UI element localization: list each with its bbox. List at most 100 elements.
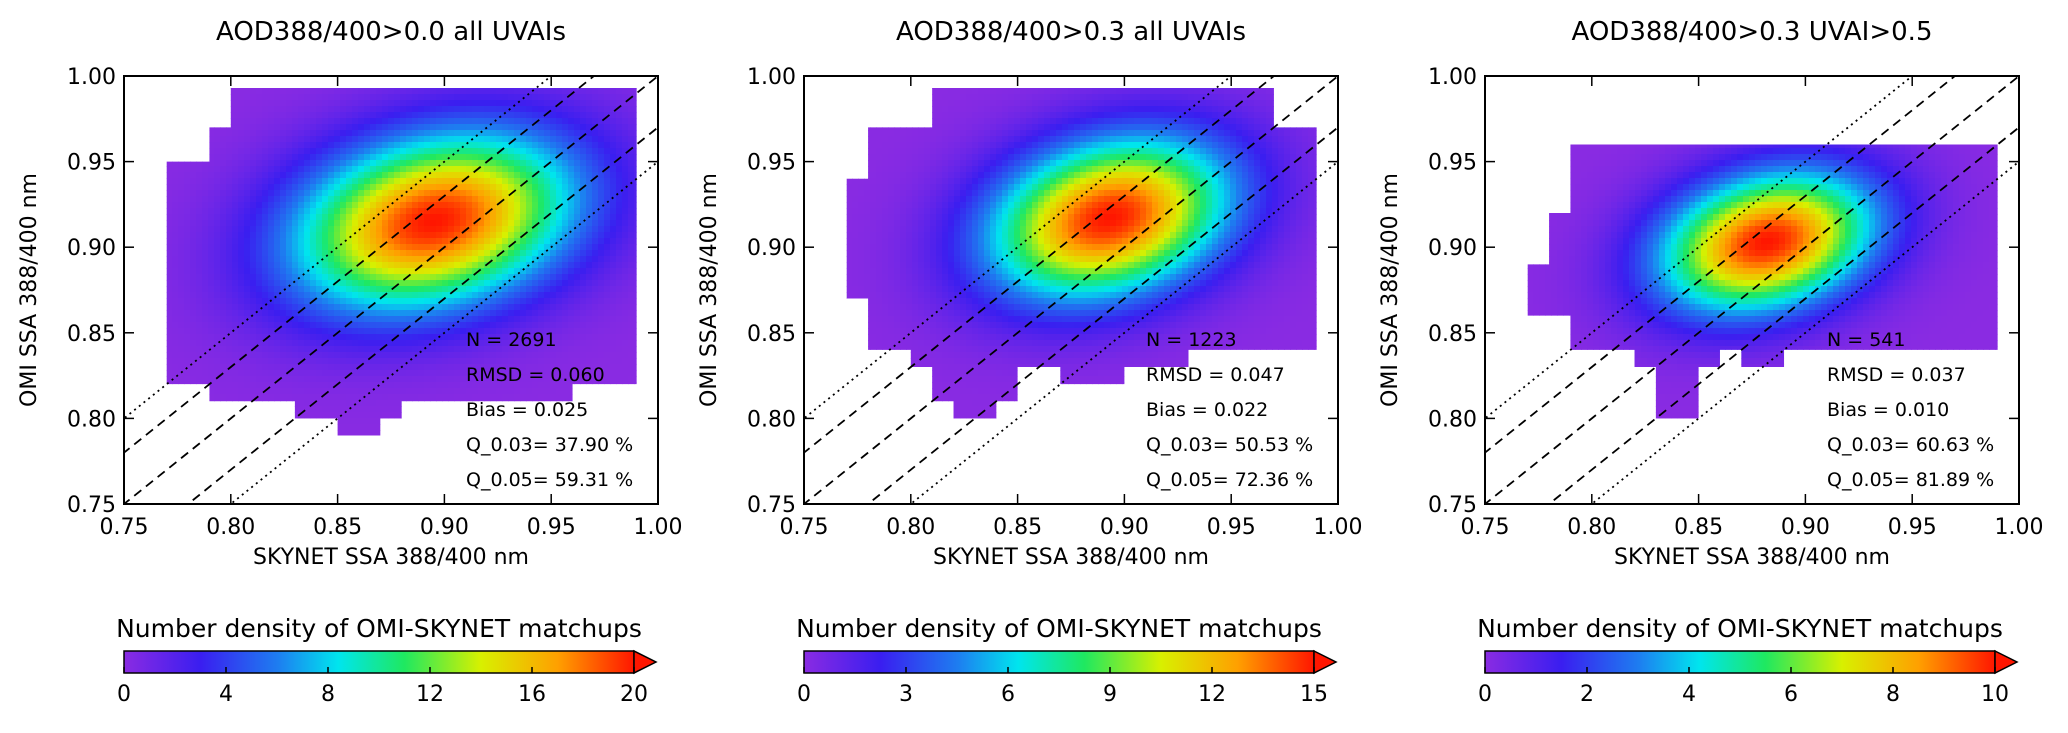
density-cell bbox=[466, 118, 473, 125]
density-cell bbox=[196, 160, 203, 167]
density-cell bbox=[448, 502, 455, 509]
density-cell bbox=[244, 448, 251, 455]
density-cell bbox=[490, 322, 497, 329]
density-cell bbox=[496, 112, 503, 119]
density-cell bbox=[244, 130, 251, 137]
density-cell bbox=[130, 376, 137, 383]
density-cell bbox=[328, 346, 335, 353]
density-cell bbox=[412, 142, 419, 149]
density-cell bbox=[448, 142, 455, 149]
density-cell bbox=[520, 322, 527, 329]
density-cell bbox=[196, 214, 203, 221]
density-cell bbox=[208, 136, 215, 143]
density-cell bbox=[448, 442, 455, 449]
density-cell bbox=[370, 358, 377, 365]
density-cell bbox=[388, 472, 395, 479]
density-cell bbox=[352, 202, 359, 209]
density-cell bbox=[202, 322, 209, 329]
density-cell bbox=[358, 94, 365, 101]
density-cell bbox=[232, 232, 239, 239]
density-cell bbox=[466, 244, 473, 251]
density-cell bbox=[424, 184, 431, 191]
density-cell bbox=[520, 178, 527, 185]
density-cell bbox=[250, 496, 257, 503]
density-cell bbox=[382, 220, 389, 227]
density-cell bbox=[490, 292, 497, 299]
density-cell bbox=[400, 454, 407, 461]
density-cell bbox=[250, 436, 257, 443]
density-cell bbox=[202, 286, 209, 293]
density-cell bbox=[424, 322, 431, 329]
density-cell bbox=[412, 262, 419, 269]
density-cell bbox=[442, 124, 449, 131]
density-cell bbox=[400, 226, 407, 233]
density-cell bbox=[154, 394, 161, 401]
density-cell bbox=[214, 226, 221, 233]
density-cell bbox=[520, 106, 527, 113]
density-cell bbox=[322, 256, 329, 263]
density-cell bbox=[418, 100, 425, 107]
density-cell bbox=[274, 184, 281, 191]
density-cell bbox=[142, 406, 149, 413]
density-cell bbox=[256, 310, 263, 317]
density-cell bbox=[400, 244, 407, 251]
density-cell bbox=[508, 94, 515, 101]
density-cell bbox=[352, 87, 359, 89]
density-cell bbox=[178, 424, 185, 431]
density-cell bbox=[442, 322, 449, 329]
density-cell bbox=[208, 142, 215, 149]
density-cell bbox=[412, 472, 419, 479]
density-cell bbox=[496, 238, 503, 245]
density-cell bbox=[526, 358, 533, 365]
density-cell bbox=[250, 406, 257, 413]
density-cell bbox=[292, 190, 299, 197]
density-cell bbox=[334, 196, 341, 203]
density-cell bbox=[154, 166, 161, 173]
density-cell bbox=[520, 184, 527, 191]
density-cell bbox=[520, 310, 527, 317]
density-cell bbox=[244, 244, 251, 251]
density-cell bbox=[310, 394, 317, 401]
density-cell bbox=[298, 88, 305, 95]
density-cell bbox=[340, 436, 347, 443]
density-cell bbox=[466, 334, 473, 341]
density-cell bbox=[202, 178, 209, 185]
density-cell bbox=[340, 124, 347, 131]
density-cell bbox=[250, 418, 257, 425]
density-cell bbox=[226, 232, 233, 239]
density-cell bbox=[256, 220, 263, 227]
density-cell bbox=[154, 124, 161, 131]
density-cell bbox=[286, 118, 293, 125]
density-cell bbox=[520, 88, 527, 95]
density-cell bbox=[274, 364, 281, 371]
density-cell bbox=[508, 298, 515, 305]
density-cell bbox=[418, 178, 425, 185]
density-cell bbox=[172, 130, 179, 137]
density-cell bbox=[184, 358, 191, 365]
density-cell bbox=[196, 340, 203, 347]
density-cell bbox=[520, 148, 527, 155]
density-cell bbox=[178, 262, 185, 269]
density-cell bbox=[238, 394, 245, 401]
density-cell bbox=[322, 160, 329, 167]
density-cell bbox=[160, 334, 167, 341]
density-cell bbox=[508, 154, 515, 161]
density-cell bbox=[472, 334, 479, 341]
density-cell bbox=[310, 412, 317, 419]
density-cell bbox=[514, 304, 521, 311]
density-cell bbox=[208, 238, 215, 245]
density-cell bbox=[316, 382, 323, 389]
density-cell bbox=[214, 238, 221, 245]
density-cell bbox=[376, 418, 383, 425]
density-cell bbox=[382, 436, 389, 443]
density-cell bbox=[274, 484, 281, 491]
density-cell bbox=[220, 340, 227, 347]
density-cell bbox=[328, 340, 335, 347]
density-cell bbox=[370, 184, 377, 191]
density-cell bbox=[436, 496, 443, 503]
density-cell bbox=[508, 262, 515, 269]
density-cell bbox=[190, 268, 197, 275]
density-cell bbox=[490, 298, 497, 305]
density-cell bbox=[142, 202, 149, 209]
